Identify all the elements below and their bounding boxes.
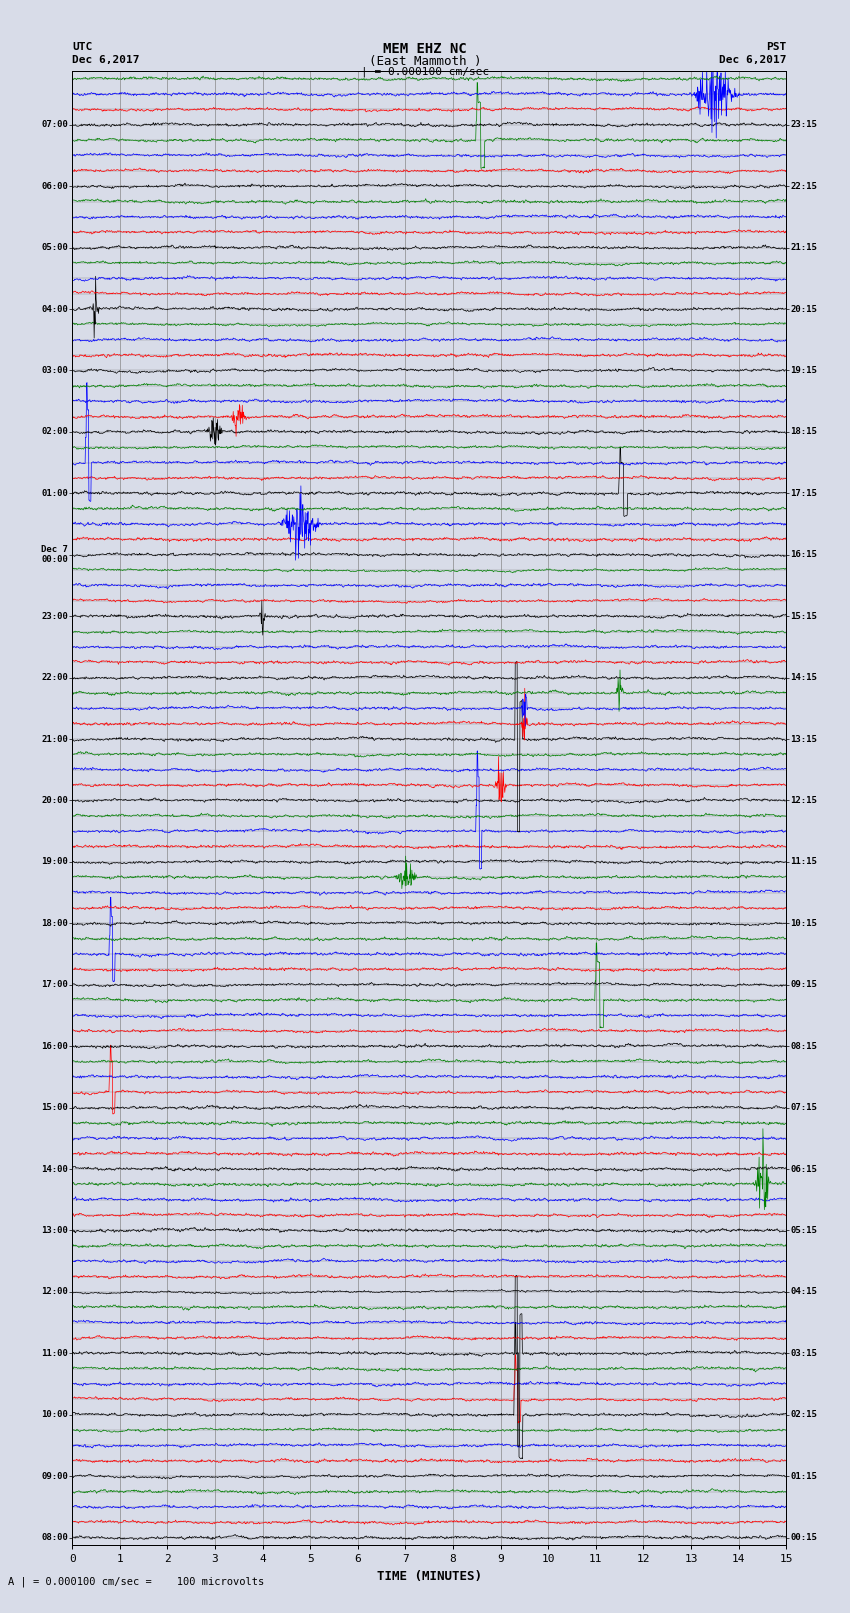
- Text: (East Mammoth ): (East Mammoth ): [369, 55, 481, 68]
- Text: PST: PST: [766, 42, 786, 52]
- Text: MEM EHZ NC: MEM EHZ NC: [383, 42, 467, 56]
- Text: Dec 6,2017: Dec 6,2017: [72, 55, 139, 65]
- Text: UTC: UTC: [72, 42, 93, 52]
- Text: Dec 6,2017: Dec 6,2017: [719, 55, 786, 65]
- Text: A | = 0.000100 cm/sec =    100 microvolts: A | = 0.000100 cm/sec = 100 microvolts: [8, 1576, 264, 1587]
- Text: | = 0.000100 cm/sec: | = 0.000100 cm/sec: [361, 66, 489, 77]
- X-axis label: TIME (MINUTES): TIME (MINUTES): [377, 1569, 482, 1582]
